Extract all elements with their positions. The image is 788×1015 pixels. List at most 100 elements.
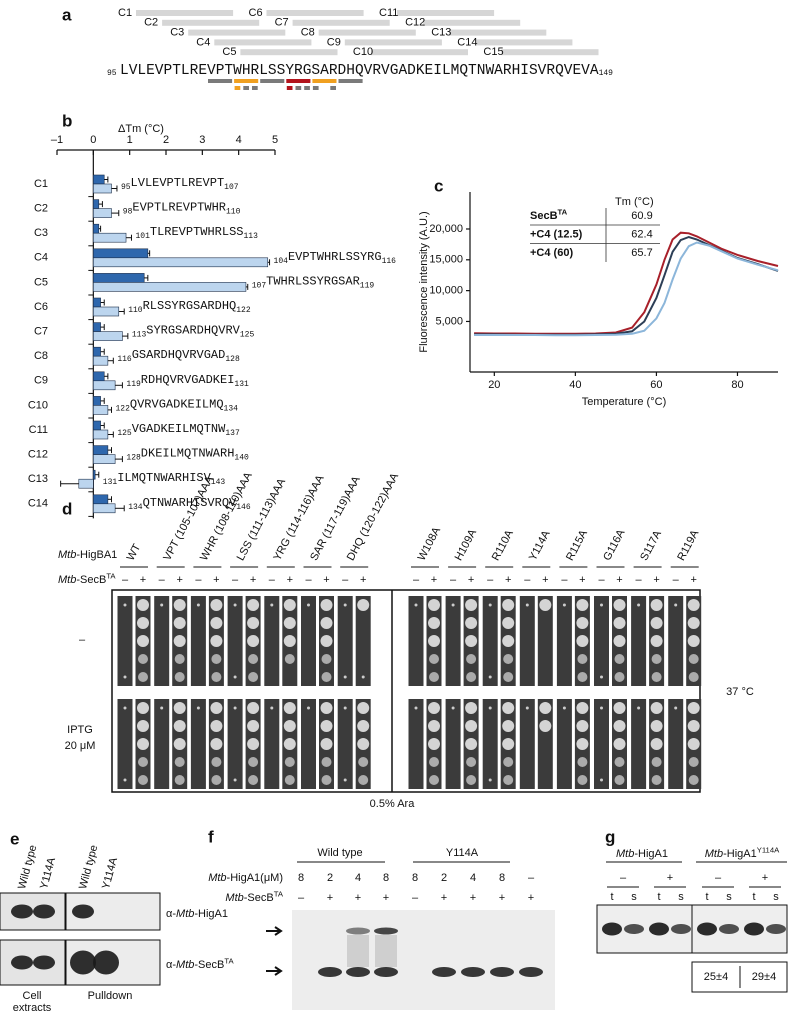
sign: – xyxy=(524,574,531,586)
fraction-label: t xyxy=(752,891,755,903)
band xyxy=(11,904,33,919)
peptide-start: 98 xyxy=(123,208,133,217)
plate-lane xyxy=(519,699,535,789)
spot xyxy=(428,617,440,629)
peptide-bar xyxy=(449,29,547,36)
group-label: Mtb-HigA1 xyxy=(616,848,668,860)
spot xyxy=(320,738,333,750)
peptide-end: 113 xyxy=(244,232,259,241)
spot xyxy=(465,617,478,629)
peptide-label: 116GSARDHQVRVGAD128 xyxy=(117,348,240,364)
fraction-label: t xyxy=(657,891,660,903)
spot xyxy=(247,738,260,750)
column-label: WT xyxy=(125,542,144,563)
spot xyxy=(687,617,700,629)
peptide-end: 122 xyxy=(236,306,251,315)
peptide-start: 131 xyxy=(103,478,118,487)
sign: – xyxy=(636,574,643,586)
band xyxy=(649,922,669,936)
spot xyxy=(283,738,296,750)
spot xyxy=(688,757,699,767)
category-label: C1 xyxy=(34,178,48,190)
spot xyxy=(650,617,663,629)
concentration: 4 xyxy=(355,872,361,884)
band xyxy=(602,922,622,936)
band xyxy=(744,922,764,936)
band xyxy=(519,967,543,977)
label-part: TA xyxy=(224,957,234,966)
peptide-bar xyxy=(475,39,573,46)
spot xyxy=(577,775,588,785)
peptide-name: C11 xyxy=(379,7,398,19)
spot xyxy=(688,775,699,785)
peptide-name: C10 xyxy=(353,46,373,58)
sign: – xyxy=(159,574,166,586)
peptide-end: 134 xyxy=(224,405,239,414)
spot xyxy=(357,702,370,714)
sign: + xyxy=(528,892,534,904)
y-tick-label: 20,000 xyxy=(429,223,463,235)
spot xyxy=(503,775,514,785)
spot xyxy=(211,775,222,785)
y-axis-title: Fluorescence intensity (A.U.) xyxy=(418,211,430,352)
peptide-start: 134 xyxy=(128,503,143,512)
bar xyxy=(93,257,269,268)
plate-lane xyxy=(594,699,609,789)
axis-title: ΔTm (°C) xyxy=(118,123,164,135)
x-tick-label: 0 xyxy=(90,134,96,146)
label-part: -SecB xyxy=(194,959,224,971)
spot xyxy=(233,603,237,607)
plate-lane xyxy=(190,699,206,789)
spot xyxy=(321,757,332,767)
spot xyxy=(465,702,478,714)
peptide-end: 110 xyxy=(226,208,241,217)
bar xyxy=(93,248,149,259)
peptide-start: 116 xyxy=(117,355,132,364)
spot xyxy=(613,635,626,647)
spot xyxy=(466,654,477,664)
group-label: Pulldown xyxy=(88,990,133,1002)
y-tick-label: 15,000 xyxy=(429,254,463,266)
peptide-label: 104EVPTWHRLSSYRG116 xyxy=(274,250,397,266)
category-label: C8 xyxy=(34,350,48,362)
mutation-block xyxy=(338,79,363,83)
spot xyxy=(651,757,662,767)
peptide-bar xyxy=(397,10,495,16)
peptide-label: 134QTNWARHISVRQV146 xyxy=(128,496,251,512)
column-label: H109A xyxy=(453,527,480,563)
band xyxy=(346,927,370,935)
bar xyxy=(93,346,101,357)
spot xyxy=(466,672,477,682)
spot xyxy=(674,706,678,710)
spot xyxy=(210,702,223,714)
peptide-start: 125 xyxy=(117,429,132,438)
spot xyxy=(451,706,455,710)
fraction-label: s xyxy=(631,891,637,903)
peptide-start: 128 xyxy=(126,454,141,463)
spot xyxy=(465,720,478,732)
sign: + xyxy=(616,574,622,586)
sequence: 95 LVLEVPTLREVPTWHRLSSYRGSARDHQVRVGADKEIL… xyxy=(107,63,613,79)
x-axis-title: Temperature (°C) xyxy=(582,396,666,408)
sign: – xyxy=(620,872,627,884)
label-part: -HigA1(μM) xyxy=(227,872,283,884)
spot xyxy=(361,675,365,679)
peptide-name: C8 xyxy=(301,27,315,39)
spot xyxy=(687,702,700,714)
mutation-mark xyxy=(312,86,319,90)
band xyxy=(719,924,739,934)
plate-lane xyxy=(264,596,280,686)
spot xyxy=(248,672,259,682)
series-line xyxy=(474,231,779,335)
concentration: 2 xyxy=(327,872,333,884)
sign: + xyxy=(542,574,548,586)
plate-lane xyxy=(301,596,316,686)
label-part: Y114A xyxy=(757,846,780,855)
spot xyxy=(138,775,148,785)
spot xyxy=(525,706,529,710)
spot xyxy=(210,635,223,647)
spot xyxy=(428,702,440,714)
peptide-label: 113SYRGSARDHQVRV125 xyxy=(132,324,255,340)
spot xyxy=(173,599,186,611)
sign: – xyxy=(298,892,305,904)
